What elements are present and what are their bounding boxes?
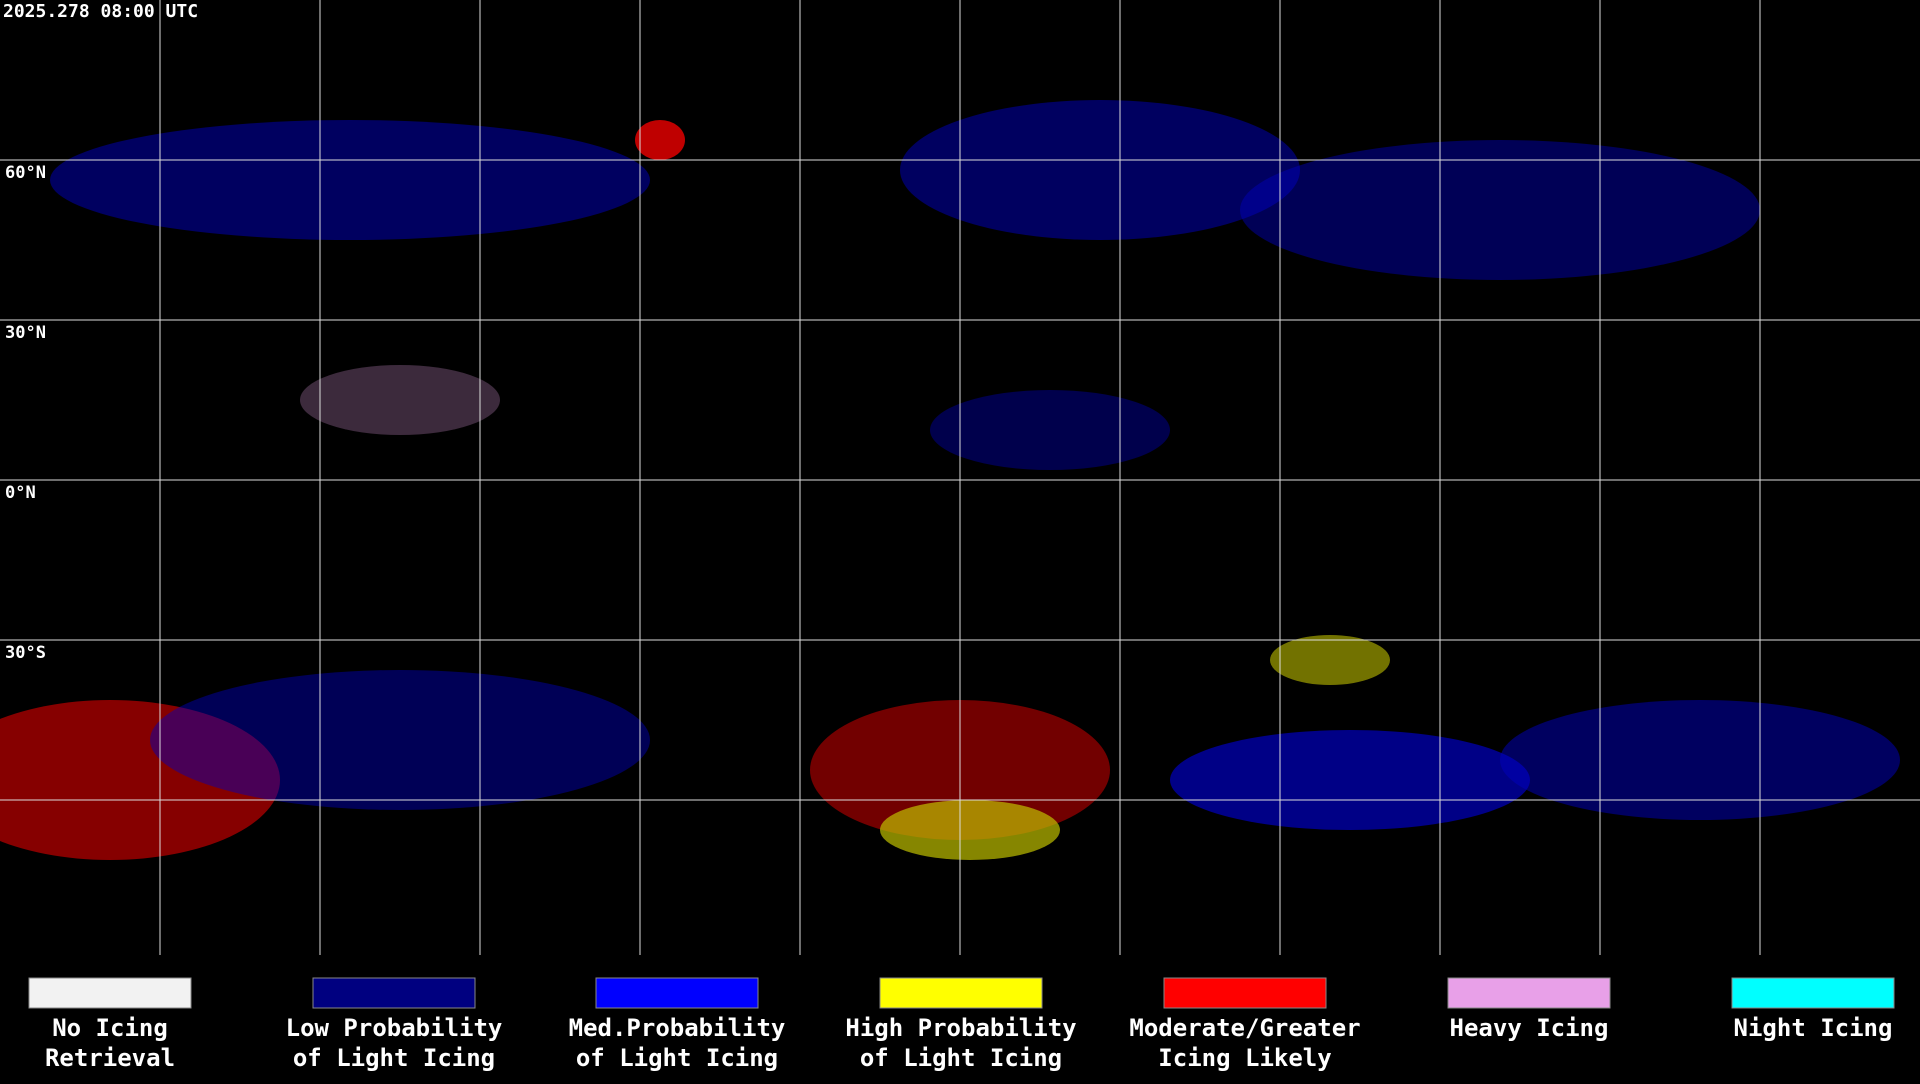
graticule (0, 0, 1920, 955)
labels: 2025.278 08:00 UTC 60°N 30°N 0°N 30°S (3, 1, 198, 663)
legend-label: Icing Likely (1158, 1044, 1331, 1072)
legend-label: Retrieval (45, 1044, 175, 1072)
legend-label: of Light Icing (860, 1044, 1062, 1072)
latitude-label: 30°S (5, 643, 46, 663)
legend-swatch (879, 977, 1043, 1009)
latitude-label: 30°N (5, 323, 46, 343)
legend-label: Med.Probability (569, 1014, 786, 1042)
legend-label: Heavy Icing (1450, 1014, 1609, 1042)
legend-swatch (1731, 977, 1895, 1009)
latitude-label: 60°N (5, 163, 46, 183)
legend-label: Moderate/Greater (1129, 1014, 1360, 1042)
legend-label: High Probability (845, 1014, 1076, 1042)
legend-swatch (28, 977, 192, 1009)
legend-swatch (1447, 977, 1611, 1009)
legend-label: Night Icing (1734, 1014, 1893, 1042)
legend-label: of Light Icing (576, 1044, 778, 1072)
latitude-label: 0°N (5, 483, 36, 503)
legend-swatch (1163, 977, 1327, 1009)
legend-swatch (595, 977, 759, 1009)
legend-label: No Icing (52, 1014, 168, 1042)
icing-field (0, 100, 1900, 860)
legend-label: of Light Icing (293, 1044, 495, 1072)
legend-swatch (312, 977, 476, 1009)
legend-label: Low Probability (286, 1014, 503, 1042)
timestamp: 2025.278 08:00 UTC (3, 1, 198, 22)
